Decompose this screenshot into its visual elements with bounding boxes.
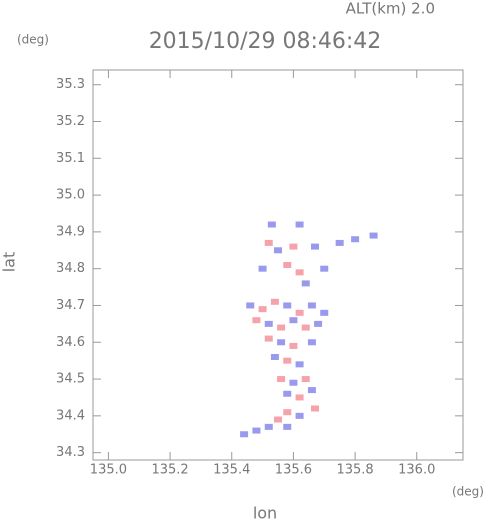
radar-cell [283,262,292,268]
radar-cell [267,221,276,228]
radar-cell [264,423,273,430]
y-tick-label: 35.2 [56,114,85,129]
radar-cell [283,357,292,364]
radar-cell [252,317,261,324]
y-tick-label: 35.3 [56,77,85,92]
radar-cell [274,416,282,423]
radar-cell [289,317,298,324]
y-tick-label: 34.8 [56,261,85,276]
altitude: ALT(km) 2.0 [346,0,435,18]
radar-cell [277,339,286,346]
radar-cell [307,302,316,309]
x-tick-label: 135.2 [151,463,188,478]
x-tick-label: 135.0 [90,463,127,478]
radar-cell [277,376,286,383]
x-tick-label: 135.6 [275,463,312,478]
radar-cell [320,265,329,272]
radar-cell [277,324,286,331]
y-tick-label: 35.0 [56,188,85,203]
radar-cell [351,236,360,243]
radar-cell [246,302,255,309]
radar-cell [295,221,304,228]
y-tick-label: 34.7 [56,298,85,313]
radar-cell [270,298,279,305]
radar-cell [307,387,316,394]
radar-cell [295,269,304,276]
radar-cell [289,342,298,349]
radar-cell [258,306,267,313]
radar-cell [295,412,304,419]
radar-cell [283,423,292,430]
radar-cell [264,335,273,342]
radar-cell [283,409,292,416]
plot-frame [92,69,464,461]
radar-cell [252,427,261,434]
radar-cell [311,243,319,250]
y-tick-label: 34.3 [56,445,85,460]
y-tick-label: 35.1 [56,151,85,166]
x-tick-label: 136.0 [398,463,435,478]
radar-cell [283,390,292,397]
radar-cell [283,302,292,309]
chart-title: 2015/10/29 08:46:42 [149,29,382,54]
radar-cell [307,339,316,346]
radar-cell [289,379,298,386]
radar-cell [264,320,273,327]
radar-cell [295,361,304,368]
radar-cell [289,243,298,250]
radar-cell [240,431,249,438]
radar-cell [295,394,304,401]
x-tick-label: 135.4 [213,463,250,478]
x-tick-label: 135.8 [336,463,373,478]
radar-cell [335,239,344,246]
y-unit: (deg) [17,33,49,47]
radar-cell [270,353,279,360]
radar-cell [301,324,310,331]
radar-cell [274,247,282,254]
y-tick-label: 34.9 [56,224,85,239]
x-unit: (deg) [452,485,484,499]
radar-cell [314,320,323,327]
y-tick-label: 34.5 [56,372,85,387]
radar-cell [320,309,329,316]
radar-cell [264,239,273,246]
x-axis-label: lon [253,504,277,521]
y-tick-label: 34.4 [56,408,85,423]
radar-cell [301,376,310,383]
radar-cell [369,232,378,239]
radar-cell [258,265,267,272]
radar-cell [311,405,319,412]
radar-cell [295,309,304,316]
y-tick-label: 34.6 [56,335,85,350]
y-axis-label: lat [0,252,19,273]
radar-cell [301,280,310,287]
